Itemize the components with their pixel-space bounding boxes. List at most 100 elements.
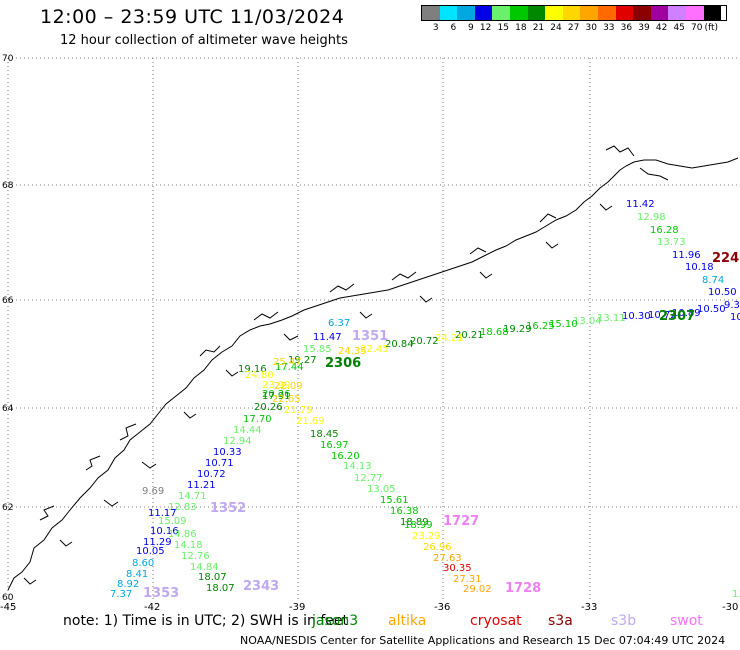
legend-swatch [650,6,669,20]
page-title: 12:00 – 23:59 UTC 11/03/2024 [40,6,345,28]
wave-height-label: 19.27 [288,355,317,366]
wave-height-label: 13.11 [597,313,626,324]
wave-height-label: 12.83 [168,502,197,513]
wave-height-label: 11.29 [143,537,172,548]
page-subtitle: 12 hour collection of altimeter wave hei… [60,33,348,48]
wave-height-label: 22.65 [272,394,301,405]
wave-height-label: 13 [732,589,740,600]
satellite-legend-item: s3a [548,613,573,629]
wave-observations: 11.4212.9816.2813.7311.9610.188.7410.509… [110,199,740,600]
legend-tick: 6 [450,23,457,33]
lon-label: -39 [289,602,305,613]
wave-height-label: 16.97 [320,440,349,451]
wave-height-label: 11.96 [672,250,701,261]
wave-height-label: 14.71 [178,491,207,502]
legend-swatch [597,6,616,20]
legend-tick: 70 [691,23,703,33]
wave-height-label: 9.37 [724,300,740,311]
wave-height-label: 10.33 [213,447,242,458]
longitude-labels: -45 -42 -39 -36 -33 -30 [0,602,738,613]
wave-height-label: 27.31 [453,574,482,585]
legend-swatch [457,6,475,20]
wave-height-label: 12.76 [181,551,210,562]
wave-height-label: 24.21 [435,333,464,344]
pass-id-label: 224 [712,251,739,266]
legend-swatch [509,6,528,20]
wave-height-label: 18.07 [206,583,235,594]
legend-tick-labels: 3 6 9 12 15 18 21 24 27 30 33 36 39 42 45 70 (ft) [421,23,727,33]
greenland-coastline [7,145,739,591]
legend-unit: (ft) [704,23,719,33]
wave-height-label: 20.26 [254,402,283,413]
wave-height-label: 10.16 [150,526,179,537]
wave-height-label: 20.26 [262,389,291,400]
wave-height-label: 10.71 [205,458,234,469]
lat-label: 68 [2,181,14,191]
wave-height-label: 23.29 [412,531,441,542]
wave-height-label: 30.35 [443,563,472,574]
wave-height-label: 20.21 [455,330,484,341]
wave-height-label: 22.09 [274,381,303,392]
wave-height-label: 12.77 [354,473,383,484]
legend-swatch [633,6,651,20]
legend-tick: 24 [550,23,562,33]
lat-label: 60 [2,593,14,603]
legend-tick: 39 [638,23,650,33]
wave-height-label: 20.72 [410,336,439,347]
wave-height-label: 11.17 [148,508,177,519]
legend-tick: 45 [673,23,685,33]
lat-lon-grid [7,57,738,600]
wave-height-label: 11.21 [187,480,216,491]
wave-height-label: 8.60 [132,558,154,569]
wave-height-label: 14.18 [174,540,203,551]
lat-label: 66 [2,296,14,306]
satellite-legend-item: cryosat [470,613,522,629]
wave-height-label: 17.70 [243,414,272,425]
footer-credit: NOAA/NESDIS Center for Satellite Applica… [240,634,726,647]
legend-tick: 33 [603,23,615,33]
wave-height-label: 7.37 [110,589,132,600]
wave-height-label: 9.69 [142,486,164,497]
color-legend: 3 6 9 12 15 18 21 24 27 30 33 36 39 42 45 70 (ft) [421,5,727,33]
wave-height-label: 15.10 [549,319,578,330]
note-text: note: 1) Time is in UTC; 2) SWH is in fe… [63,613,349,629]
wave-height-label: 21.79 [284,405,313,416]
legend-tick: 9 [468,23,474,33]
legend-tick: 15 [497,23,509,33]
wave-height-label: 13.04 [573,316,602,327]
wave-height-label: 19.16 [238,364,267,375]
lat-label: 70 [2,54,14,64]
legend-swatch [668,6,686,20]
wave-height-label: 12.94 [223,436,252,447]
lat-label: 62 [2,503,13,513]
wave-height-label: 26.96 [423,542,452,553]
wave-height-label: 10.30 [622,311,651,322]
satellite-legend-item: altika [388,613,427,629]
pass-id-label: 2343 [243,579,279,594]
wave-height-label: 10.18 [685,262,714,273]
wave-height-label: 10.50 [708,287,737,298]
wave-height-label: 13.05 [367,484,396,495]
wave-height-label: 10.05 [136,546,165,557]
wave-height-label: 8.92 [117,579,139,590]
legend-swatch [580,6,598,20]
wave-height-label: 16.38 [390,506,419,517]
wave-height-label: 16.28 [650,225,679,236]
wave-height-label: 21.69 [296,416,325,427]
pass-id-label: 1727 [443,514,479,529]
wave-height-label: 11.42 [626,199,655,210]
wave-height-label: 8.74 [702,275,724,286]
legend-swatch [615,6,634,20]
satellite-legend-item: jason3 [312,613,359,629]
lon-label: -33 [581,602,597,613]
wave-height-label: 13.73 [657,237,686,248]
pass-id-labels: 1351 2306 1352 1727 1728 2343 1353 2307 224 [143,251,739,601]
legend-tick: 12 [479,23,492,33]
latitude-labels: 70 68 66 64 62 60 [2,54,14,603]
wave-height-label: 14.44 [233,425,262,436]
wave-height-label: 8.41 [126,569,148,580]
legend-tick: 30 [585,23,597,33]
legend-swatch [562,6,581,20]
wave-height-label: 15.61 [380,495,409,506]
